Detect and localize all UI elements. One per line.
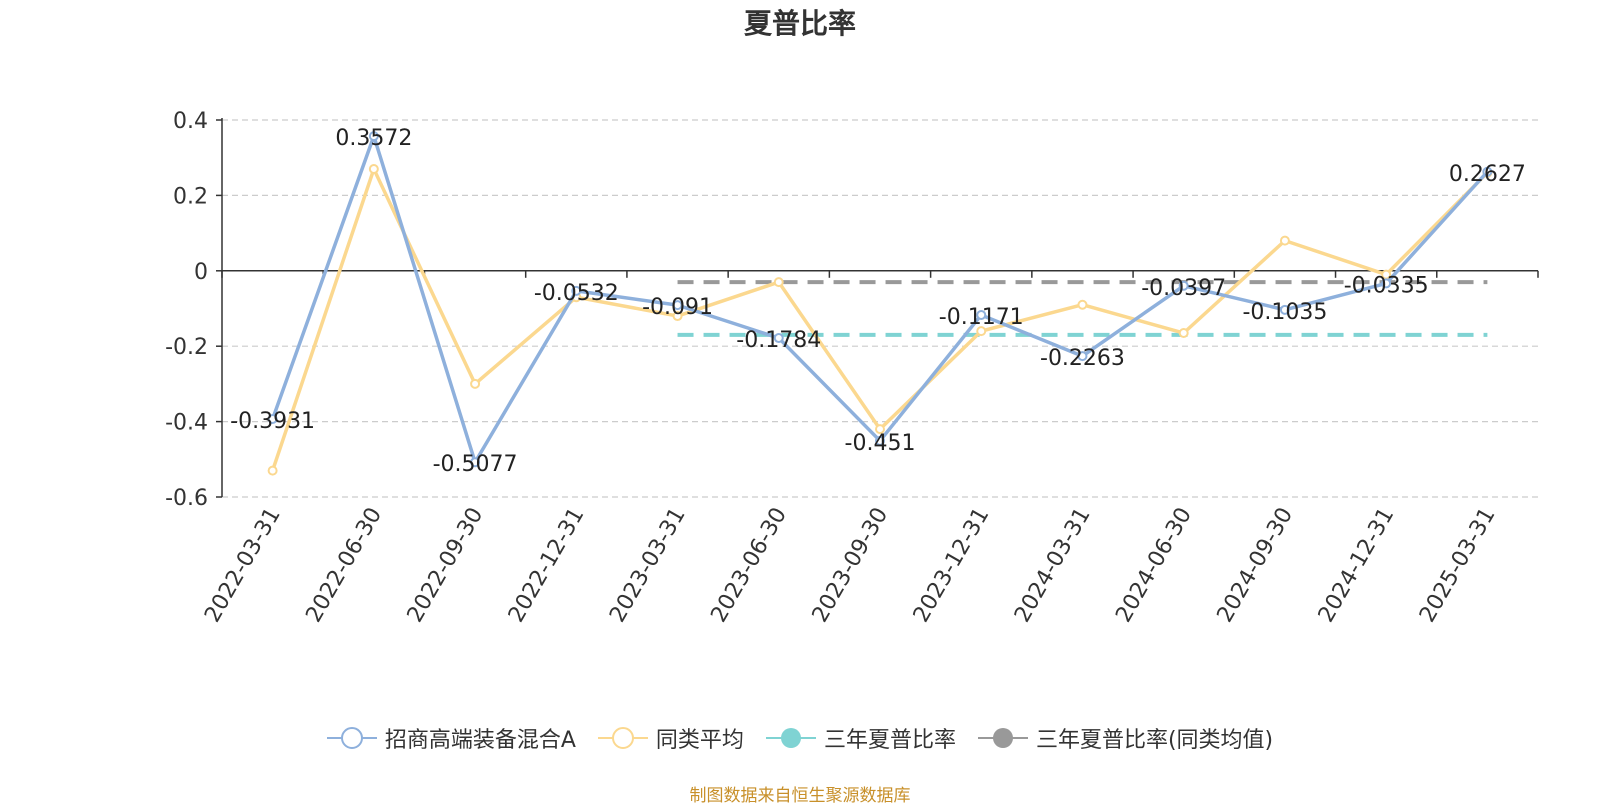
data-point xyxy=(267,465,278,476)
y-tick-label: 0 xyxy=(194,260,208,285)
data-point xyxy=(1077,299,1088,310)
data-point xyxy=(368,131,379,142)
data-point xyxy=(672,300,683,311)
data-labels-layer: -0.3931 0.3572 -0.5077 -0.0532 -0.091 -0.1784… xyxy=(230,126,1526,477)
data-point xyxy=(368,164,379,175)
x-tick-label: 2022-09-30 xyxy=(403,503,489,626)
x-tick-label: 2023-06-30 xyxy=(706,504,792,627)
data-point xyxy=(470,378,481,389)
legend-marker-icon xyxy=(326,727,377,749)
data-point xyxy=(976,309,987,320)
data-label: -0.451 xyxy=(845,431,916,456)
y-tick-label: 0.4 xyxy=(173,109,208,134)
data-label: -0.2263 xyxy=(1040,346,1125,371)
data-point xyxy=(672,311,683,322)
data-point xyxy=(470,457,481,468)
data-point xyxy=(1279,235,1290,246)
legend-item-peer-average[interactable]: 同类平均 xyxy=(597,722,744,754)
reference-lines-layer xyxy=(677,280,1488,337)
data-point xyxy=(875,435,885,446)
x-tick-label: 2025-03-31 xyxy=(1415,504,1501,627)
legend: 招商高端装备混合A 同类平均 三年夏普比率 三年夏普比率(同类均值) xyxy=(0,722,1600,754)
data-point xyxy=(1178,280,1189,291)
data-label: 0.3572 xyxy=(335,126,412,151)
x-tick-label: 2023-09-30 xyxy=(808,504,894,627)
data-label: -0.5077 xyxy=(433,452,518,477)
x-tick-label: 2022-12-31 xyxy=(504,504,590,627)
data-point xyxy=(773,333,784,344)
x-tick-label: 2024-09-30 xyxy=(1213,504,1299,627)
legend-label: 招商高端装备混合A xyxy=(384,728,576,753)
legend-marker-icon xyxy=(977,728,1028,748)
data-label: -0.091 xyxy=(642,295,713,320)
x-tick-label: 2024-06-30 xyxy=(1111,504,1197,627)
data-label: -0.1171 xyxy=(939,305,1024,330)
data-label: -0.0532 xyxy=(534,281,619,306)
data-point xyxy=(976,326,987,337)
legend-label: 三年夏普比率(同类均值) xyxy=(1035,728,1274,753)
data-point xyxy=(267,413,278,424)
legend-label: 三年夏普比率 xyxy=(823,728,956,753)
x-tick-label: 2024-03-31 xyxy=(1010,504,1096,627)
legend-label: 同类平均 xyxy=(655,728,744,753)
data-label: -0.1035 xyxy=(1242,300,1327,325)
legend-item-three-year-sharpe-peer[interactable]: 三年夏普比率(同类均值) xyxy=(977,722,1274,754)
data-label: 0.2627 xyxy=(1449,162,1526,187)
legend-item-fund[interactable]: 招商高端装备混合A xyxy=(326,722,576,754)
data-label: -0.0397 xyxy=(1141,276,1226,301)
data-point xyxy=(1178,328,1189,339)
y-tick-label: -0.6 xyxy=(165,486,208,511)
legend-marker-icon xyxy=(765,728,816,748)
x-tick-label: 2023-03-31 xyxy=(605,504,691,627)
x-tick-label: 2022-03-31 xyxy=(200,504,286,627)
x-tick-label: 2022-06-30 xyxy=(301,504,387,627)
data-label: -0.1784 xyxy=(736,328,821,353)
series-layer xyxy=(267,131,1493,476)
x-tick-label: 2024-12-31 xyxy=(1314,504,1400,627)
data-point xyxy=(875,424,885,435)
data-point xyxy=(1077,351,1088,362)
y-tick-label: -0.4 xyxy=(165,411,208,436)
data-point xyxy=(1381,278,1392,289)
y-tick-label: -0.2 xyxy=(165,335,208,360)
data-point xyxy=(1279,304,1290,315)
legend-item-three-year-sharpe[interactable]: 三年夏普比率 xyxy=(765,722,956,754)
y-tick-label: 0.2 xyxy=(173,184,208,209)
data-point xyxy=(571,285,582,296)
data-label: -0.0335 xyxy=(1344,273,1429,298)
chart-title: 夏普比率 xyxy=(743,7,856,40)
data-point xyxy=(773,277,784,288)
source-note: 制图数据来自恒生聚源数据库 xyxy=(689,786,911,806)
x-tick-label: 2023-12-31 xyxy=(909,503,995,626)
legend-marker-icon xyxy=(597,727,648,749)
data-label: -0.3931 xyxy=(230,409,315,434)
data-point xyxy=(1482,166,1493,177)
